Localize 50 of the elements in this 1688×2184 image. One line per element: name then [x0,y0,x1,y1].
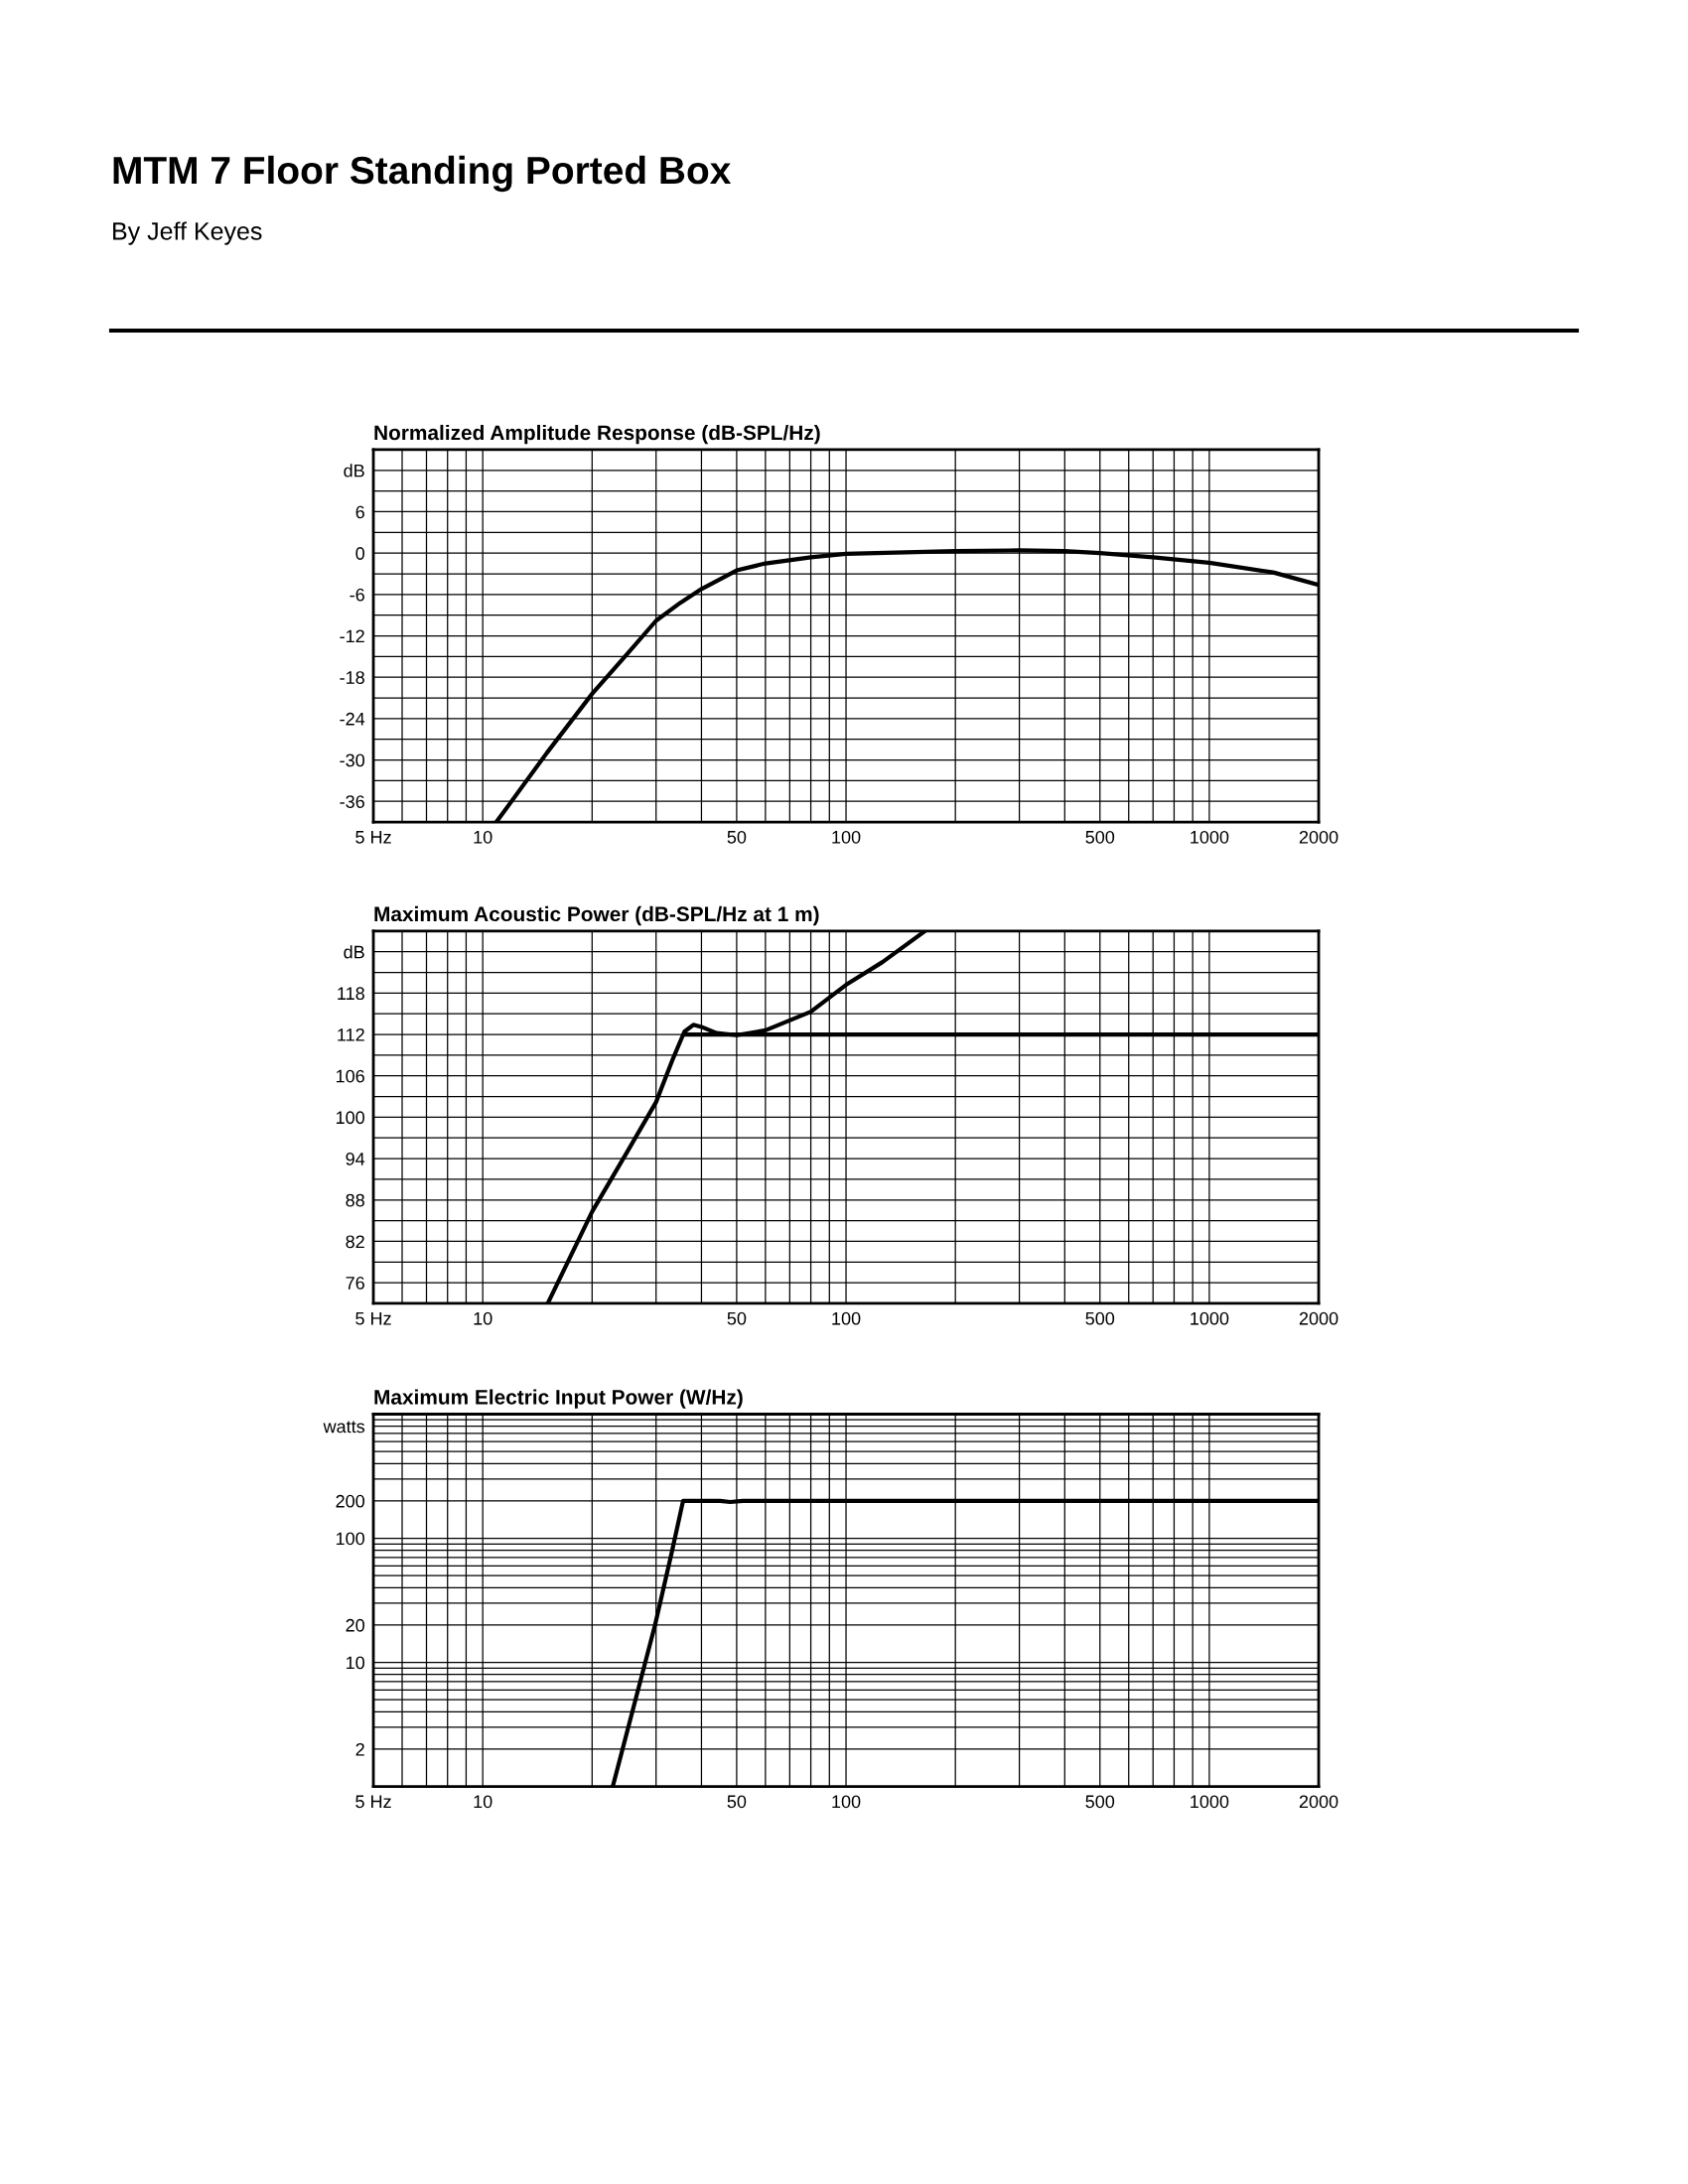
x-tick-label: 50 [727,830,747,844]
x-tick-label: 10 [474,830,492,844]
y-tick-label: 94 [346,1153,365,1165]
y-tick-label: -12 [340,629,364,643]
x-tick-label: 50 [727,1311,747,1325]
y-tick-label: 20 [346,1618,364,1632]
y-tick-label: -36 [340,795,364,808]
y-tick-label: -30 [340,753,364,767]
y-tick-label: 100 [336,1532,364,1546]
y-tick-label: 0 [355,547,364,560]
y-tick-label: 6 [355,505,364,519]
x-tick-label: 5 Hz [355,831,391,844]
chart-title: Maximum Electric Input Power (W/Hz) [374,1389,743,1409]
y-tick-label: 200 [336,1494,364,1508]
x-tick-label: 100 [832,1311,861,1325]
y-tick-label: dB [344,464,364,478]
text: By Jeff Keyes [113,221,262,245]
y-tick-label: -18 [340,671,364,684]
x-tick-label: 500 [1085,830,1115,844]
y-tick-label: -6 [350,588,364,602]
x-tick-label: 2000 [1299,1311,1338,1325]
x-tick-label: 1000 [1191,1795,1229,1809]
x-tick-label: 500 [1085,1311,1115,1325]
x-tick-label: 100 [832,830,861,844]
x-tick-label: 2000 [1299,1795,1338,1809]
chart-title: Normalized Amplitude Response (dB-SPL/Hz) [374,424,820,445]
text: MTM 7 Floor Standing Ported Box [113,155,732,193]
y-tick-label: 106 [336,1069,364,1083]
x-tick-label: 100 [832,1795,861,1809]
x-tick-label: 2000 [1299,830,1338,844]
chart-title: Maximum Acoustic Power (dB-SPL/Hz at 1 m) [374,905,819,926]
x-tick-label: 50 [727,1795,747,1809]
y-tick-label: dB [344,945,364,959]
y-tick-label: 82 [346,1235,364,1249]
x-tick-label: 500 [1085,1795,1115,1809]
x-tick-label: 5 Hz [355,1795,391,1809]
x-tick-label: 1000 [1191,830,1229,844]
y-tick-label: 118 [338,987,364,1001]
y-tick-label: watts [323,1421,365,1433]
x-tick-label: 10 [474,1311,492,1325]
y-tick-label: 2 [355,1742,364,1756]
y-tick-label: 112 [338,1027,364,1041]
x-tick-label: 10 [474,1795,492,1809]
y-tick-label: 100 [336,1111,364,1125]
y-tick-label: 88 [346,1193,364,1207]
y-tick-label: 10 [347,1656,364,1670]
x-tick-label: 5 Hz [355,1311,391,1325]
y-tick-label: 76 [346,1277,364,1290]
y-tick-label: -24 [340,712,365,726]
x-tick-label: 1000 [1191,1311,1229,1325]
